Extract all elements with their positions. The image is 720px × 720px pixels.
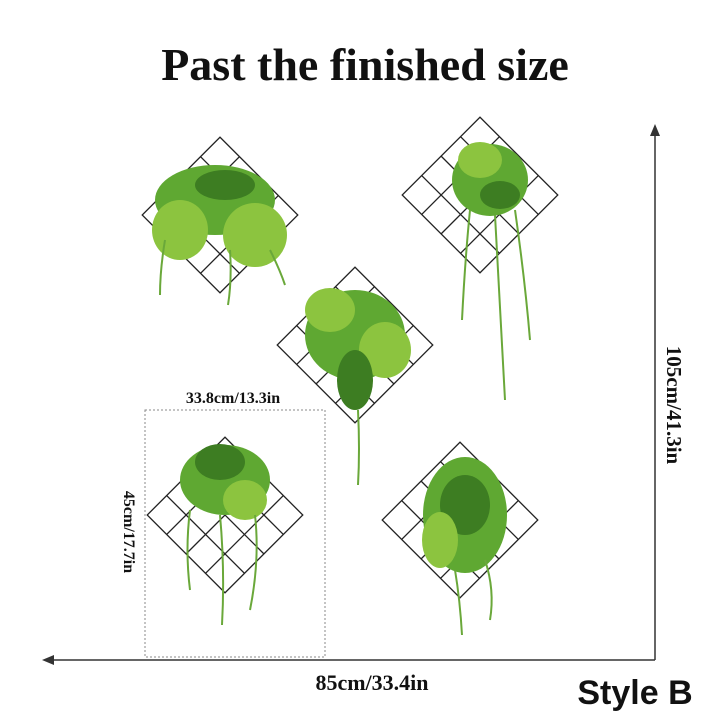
total-height-label: 105cm/41.3in — [662, 346, 686, 465]
vine — [159, 239, 286, 306]
plant — [152, 165, 287, 306]
foliage — [305, 288, 355, 332]
style-label: Style B — [577, 674, 692, 712]
single-height-label: 45cm/17.7in — [120, 491, 137, 573]
vine — [357, 409, 360, 486]
foliage — [223, 203, 287, 267]
foliage — [223, 480, 267, 520]
plant — [180, 444, 270, 626]
foliage — [422, 512, 458, 568]
vine — [186, 509, 258, 626]
plant — [305, 288, 411, 486]
vine — [461, 209, 531, 401]
foliage — [359, 322, 411, 378]
foliage — [195, 170, 255, 200]
vine — [454, 559, 493, 636]
title: Past the finished size — [161, 39, 569, 90]
plant — [422, 457, 507, 636]
foliage — [195, 444, 245, 480]
arrow-head — [42, 655, 54, 665]
single-size-box — [144, 409, 326, 658]
single-width-label: 33.8cm/13.3in — [186, 390, 280, 407]
foliage — [480, 181, 520, 209]
arrow-head — [650, 124, 660, 136]
foliage — [458, 142, 502, 178]
foliage — [337, 350, 373, 410]
foliage — [152, 200, 208, 260]
plant — [452, 142, 531, 401]
total-width-label: 85cm/33.4in — [315, 670, 428, 695]
